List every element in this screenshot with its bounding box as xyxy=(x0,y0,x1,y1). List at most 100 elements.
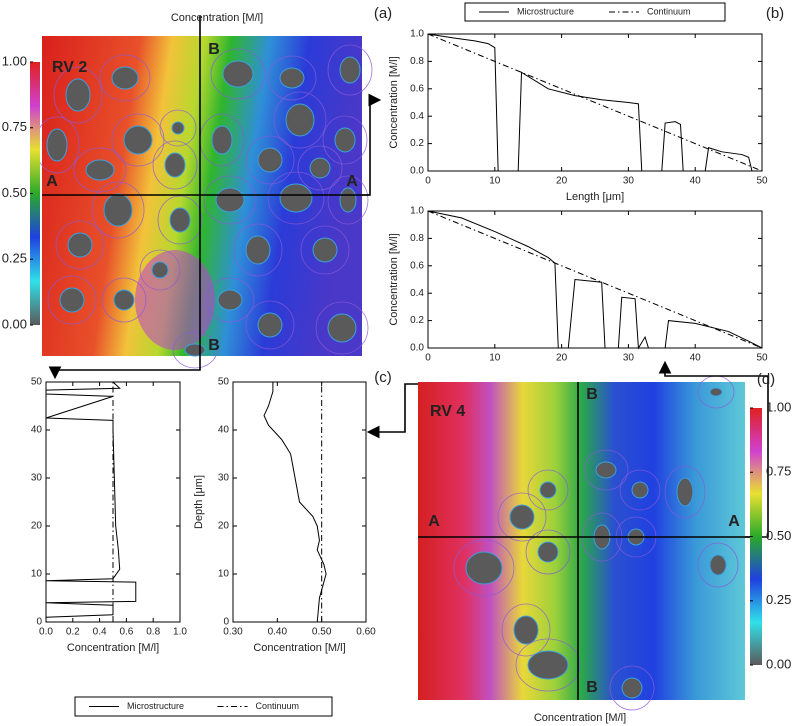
grain xyxy=(184,343,206,357)
y-tick-label: 0.4 xyxy=(410,288,424,299)
y-tick-label: 50 xyxy=(31,377,43,388)
x-tick-label: 0 xyxy=(425,353,431,364)
map-title: Concentration [M/l] xyxy=(171,12,263,24)
x-tick-label: 0.40 xyxy=(268,627,288,638)
x-tick-label: 0.30 xyxy=(223,627,243,638)
grain xyxy=(151,261,169,279)
x-tick-label: 0.8 xyxy=(146,627,160,638)
section-label: A xyxy=(46,173,58,190)
grain-halo xyxy=(139,249,181,291)
concentration-field xyxy=(418,382,745,700)
grain xyxy=(509,504,535,530)
legend-label: Continuum xyxy=(647,6,691,16)
y-tick-label: 0.2 xyxy=(410,138,424,149)
grain xyxy=(217,289,243,311)
arrow xyxy=(48,356,201,380)
grain xyxy=(85,159,115,181)
grain xyxy=(327,313,357,343)
grain xyxy=(537,541,559,563)
grain-halo xyxy=(322,115,368,165)
y-tick-label: 0.2 xyxy=(410,315,424,326)
y-tick-label: 1.0 xyxy=(410,29,424,40)
colorbar-tick-label: 0.75 xyxy=(766,464,791,479)
data-line xyxy=(427,33,763,172)
y-axis-label: Depth [μm] xyxy=(193,475,205,529)
grain xyxy=(59,287,85,313)
plot-frame xyxy=(427,33,763,172)
colorbar-tick-label: 0.25 xyxy=(766,592,791,607)
plot-frame xyxy=(427,210,763,349)
legend-label: Microstructure xyxy=(517,6,574,16)
grain-halo xyxy=(152,140,198,190)
y-axis-label: Concentration [M/l] xyxy=(388,233,400,325)
data-line xyxy=(427,210,763,349)
colorbar xyxy=(30,62,40,325)
colorbar-tick-label: 0.25 xyxy=(2,251,27,266)
grain xyxy=(113,289,135,311)
grain-halo xyxy=(583,449,629,491)
x-tick-label: 20 xyxy=(556,353,568,364)
grain-halo xyxy=(315,301,369,355)
x-tick-label: 10 xyxy=(489,176,501,187)
grain xyxy=(222,60,254,88)
grain xyxy=(103,193,133,227)
grain-halo xyxy=(210,48,266,100)
grain xyxy=(527,650,569,680)
grain-halo xyxy=(53,66,103,124)
data-line xyxy=(45,381,137,622)
grain xyxy=(312,237,338,263)
grain-halo xyxy=(525,529,571,575)
x-tick-label: 40 xyxy=(690,353,702,364)
x-tick-label: 30 xyxy=(623,176,635,187)
grain-halo xyxy=(327,175,369,225)
panel-label: (c) xyxy=(374,369,392,386)
grain xyxy=(65,78,91,112)
colorbar-tick-label: 0.50 xyxy=(2,185,27,200)
grain-halo xyxy=(73,147,127,193)
y-tick-label: 40 xyxy=(218,425,230,436)
colorbar-tick-label: 0.00 xyxy=(766,656,791,671)
grain xyxy=(279,183,313,213)
y-tick-label: 0.6 xyxy=(410,260,424,271)
grain xyxy=(123,125,153,155)
panel-label: (b) xyxy=(766,5,784,22)
grain-halo xyxy=(300,225,350,275)
grain xyxy=(539,481,557,499)
grain-halo xyxy=(157,195,203,245)
grain-halo xyxy=(245,300,295,350)
grain xyxy=(339,187,357,213)
grain xyxy=(621,677,643,699)
grain xyxy=(111,66,139,90)
grain-halo xyxy=(245,135,295,185)
y-tick-label: 0.0 xyxy=(410,343,424,354)
data-line xyxy=(427,210,763,350)
x-axis-label: Concentration [M/l] xyxy=(67,642,159,654)
grain xyxy=(169,207,191,233)
y-tick-label: 20 xyxy=(218,521,230,532)
legend-box xyxy=(464,2,726,22)
y-tick-label: 10 xyxy=(31,569,43,580)
y-tick-label: 10 xyxy=(218,569,230,580)
y-tick-label: 1.0 xyxy=(410,206,424,217)
grain-halo xyxy=(453,539,515,597)
panel-label: (a) xyxy=(374,5,392,22)
section-label: B xyxy=(586,679,598,696)
grain-halo xyxy=(497,492,547,542)
grain-halo xyxy=(527,469,569,511)
y-tick-label: 30 xyxy=(218,473,230,484)
sample-label: RV 4 xyxy=(430,403,465,420)
y-tick-label: 0 xyxy=(223,617,229,628)
grain xyxy=(334,127,356,153)
grain-halo xyxy=(619,469,661,511)
grain-halo xyxy=(501,603,551,657)
y-tick-label: 20 xyxy=(31,521,43,532)
grain-halo xyxy=(159,109,197,147)
y-tick-label: 30 xyxy=(31,473,43,484)
grain xyxy=(709,554,727,576)
grain-halo xyxy=(697,542,739,588)
grain xyxy=(215,187,245,213)
legend-box xyxy=(74,696,333,717)
grain-halo xyxy=(609,665,655,711)
grain xyxy=(309,157,331,179)
